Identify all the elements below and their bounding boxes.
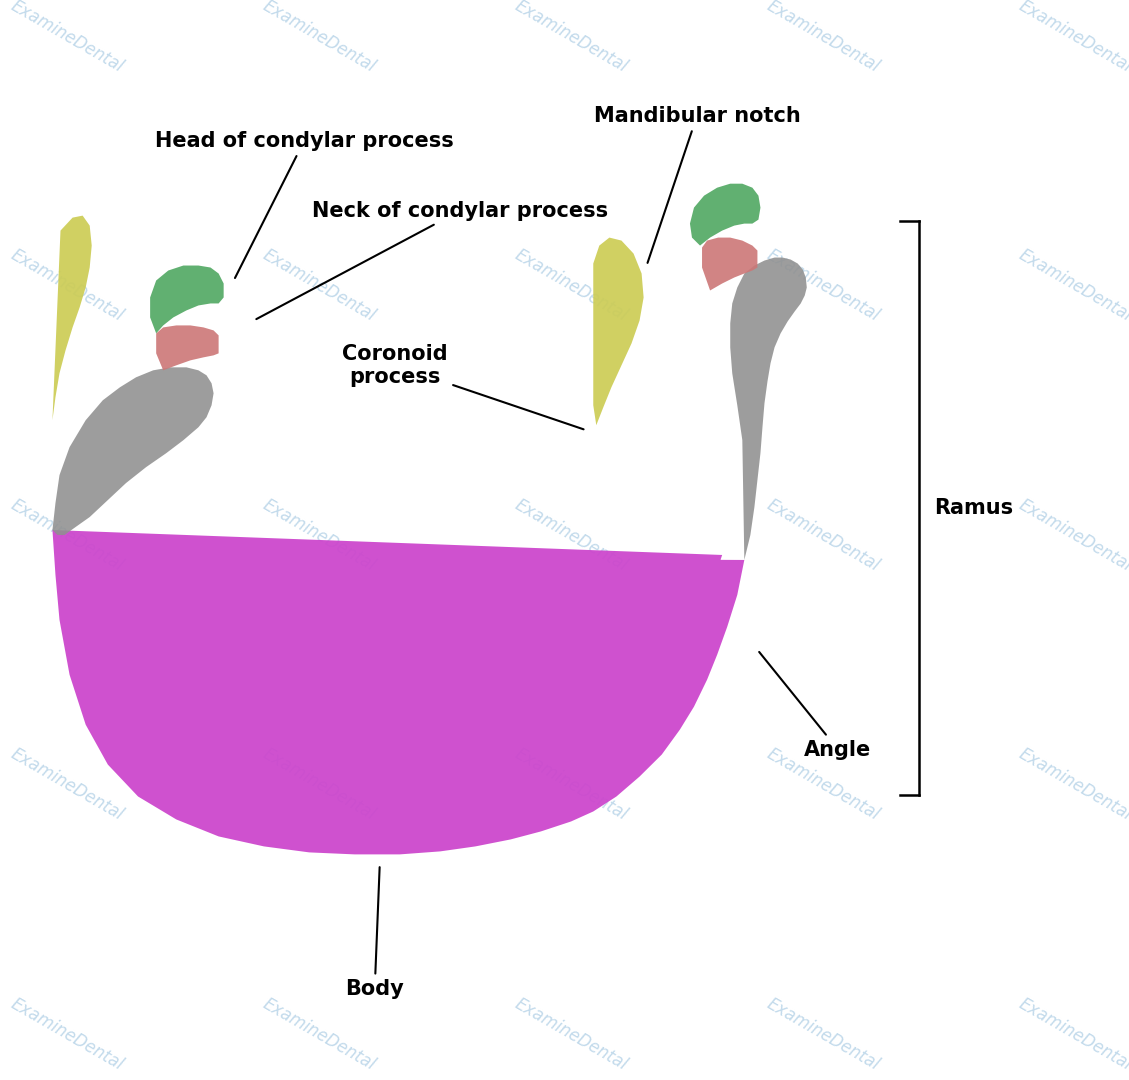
- Text: Neck of condylar process: Neck of condylar process: [256, 201, 609, 319]
- Text: ExamineDental: ExamineDental: [511, 0, 631, 76]
- Text: ExamineDental: ExamineDental: [260, 995, 379, 1074]
- Text: ExamineDental: ExamineDental: [1015, 995, 1129, 1074]
- Text: Coronoid
process: Coronoid process: [342, 343, 584, 430]
- Text: ExamineDental: ExamineDental: [1015, 496, 1129, 575]
- Text: ExamineDental: ExamineDental: [763, 745, 883, 824]
- Text: ExamineDental: ExamineDental: [8, 0, 128, 76]
- Polygon shape: [52, 530, 744, 854]
- Text: ExamineDental: ExamineDental: [260, 496, 379, 575]
- Text: ExamineDental: ExamineDental: [511, 745, 631, 824]
- Text: ExamineDental: ExamineDental: [8, 995, 128, 1074]
- Polygon shape: [702, 238, 758, 291]
- Text: ExamineDental: ExamineDental: [260, 0, 379, 76]
- Text: ExamineDental: ExamineDental: [1015, 0, 1129, 76]
- Text: ExamineDental: ExamineDental: [1015, 745, 1129, 824]
- Text: Ramus: Ramus: [934, 498, 1013, 518]
- Text: Mandibular notch: Mandibular notch: [594, 106, 800, 262]
- Polygon shape: [690, 184, 761, 245]
- Text: ExamineDental: ExamineDental: [511, 995, 631, 1074]
- Polygon shape: [593, 238, 644, 426]
- Text: ExamineDental: ExamineDental: [8, 246, 128, 325]
- Text: ExamineDental: ExamineDental: [763, 496, 883, 575]
- Text: ExamineDental: ExamineDental: [511, 496, 631, 575]
- Text: ExamineDental: ExamineDental: [1015, 246, 1129, 325]
- Text: ExamineDental: ExamineDental: [763, 0, 883, 76]
- Text: ExamineDental: ExamineDental: [511, 246, 631, 325]
- Polygon shape: [156, 325, 219, 370]
- Text: ExamineDental: ExamineDental: [763, 995, 883, 1074]
- Text: ExamineDental: ExamineDental: [8, 496, 128, 575]
- Polygon shape: [730, 257, 807, 559]
- Text: ExamineDental: ExamineDental: [260, 745, 379, 824]
- Text: Head of condylar process: Head of condylar process: [155, 131, 454, 278]
- Text: Body: Body: [345, 867, 404, 999]
- Polygon shape: [52, 216, 91, 420]
- Text: ExamineDental: ExamineDental: [8, 745, 128, 824]
- Polygon shape: [52, 367, 213, 535]
- Text: Angle: Angle: [759, 652, 872, 759]
- Text: ExamineDental: ExamineDental: [260, 246, 379, 325]
- Polygon shape: [150, 266, 224, 334]
- Text: ExamineDental: ExamineDental: [763, 246, 883, 325]
